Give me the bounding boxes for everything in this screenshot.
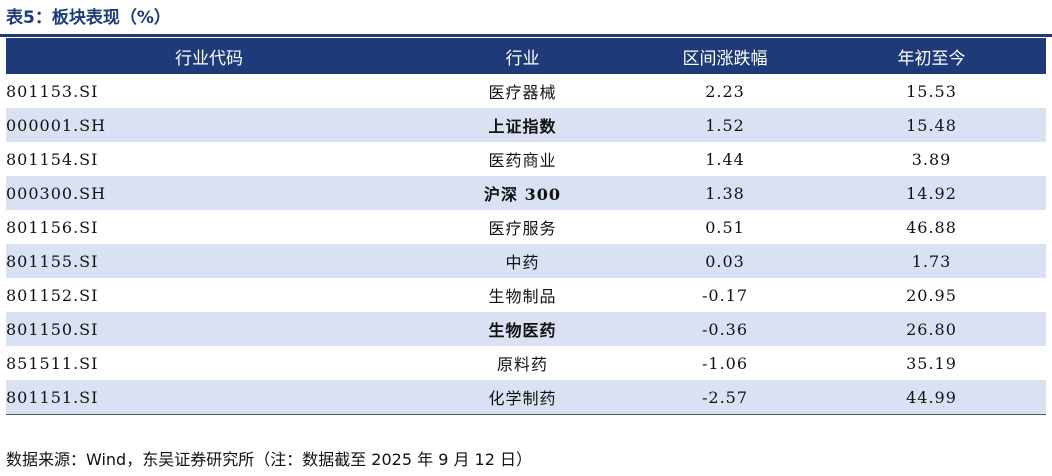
table-header-row: 行业代码 行业 区间涨跌幅 年初至今 [6, 38, 1046, 74]
cell-industry: 医药商业 [488, 151, 557, 170]
cell-code: 000001.SH [6, 108, 412, 142]
cell-code: 801156.SI [6, 217, 99, 237]
cell-period-change: 1.44 [705, 149, 745, 169]
sector-performance-table: 行业代码 行业 区间涨跌幅 年初至今 801153.SI 医疗器械 2.23 1… [6, 38, 1046, 415]
cell-code: 000300.SH [6, 176, 412, 210]
table-row: 801154.SI 医药商业 1.44 3.89 [6, 142, 1046, 176]
table-title: 表5：板块表现（%） [6, 8, 171, 28]
cell-period-change: 0.51 [705, 217, 745, 237]
header-code: 行业代码 [6, 38, 412, 74]
table-row: 801150.SI 生物医药 -0.36 26.80 [6, 312, 1046, 346]
table-row: 801151.SI 化学制药 -2.57 44.99 [6, 380, 1046, 415]
cell-ytd: 1.73 [817, 244, 1046, 278]
header-period-change: 区间涨跌幅 [633, 38, 817, 74]
cell-period-change: 0.03 [633, 244, 817, 278]
table-row: 000001.SH 上证指数 1.52 15.48 [6, 108, 1046, 142]
cell-industry: 沪深 300 [412, 176, 633, 210]
cell-code: 801153.SI [6, 81, 99, 101]
cell-ytd: 14.92 [817, 176, 1046, 210]
cell-code: 851511.SI [6, 353, 99, 373]
table-row: 801153.SI 医疗器械 2.23 15.53 [6, 74, 1046, 108]
cell-ytd: 3.89 [911, 149, 952, 169]
cell-period-change: 2.23 [705, 81, 745, 101]
cell-period-change: -1.06 [701, 353, 749, 373]
cell-ytd: 20.95 [906, 285, 957, 305]
cell-industry: 中药 [412, 244, 633, 278]
cell-industry: 生物医药 [412, 312, 633, 346]
cell-industry: 医疗器械 [488, 83, 557, 102]
cell-industry: 化学制药 [412, 380, 633, 415]
cell-ytd: 46.88 [906, 217, 957, 237]
header-ytd: 年初至今 [817, 38, 1046, 74]
cell-period-change: -2.57 [633, 380, 817, 415]
table-row: 801156.SI 医疗服务 0.51 46.88 [6, 210, 1046, 244]
header-industry: 行业 [412, 38, 633, 74]
table-row: 801155.SI 中药 0.03 1.73 [6, 244, 1046, 278]
cell-ytd: 15.48 [817, 108, 1046, 142]
cell-ytd: 15.53 [906, 81, 957, 101]
cell-ytd: 26.80 [817, 312, 1046, 346]
cell-industry: 上证指数 [412, 108, 633, 142]
title-rule [0, 34, 1052, 37]
cell-period-change: -0.17 [701, 285, 749, 305]
cell-period-change: 1.38 [633, 176, 817, 210]
cell-code: 801151.SI [6, 380, 412, 415]
cell-ytd: 35.19 [906, 353, 957, 373]
cell-industry: 医疗服务 [488, 219, 557, 238]
table-row: 851511.SI 原料药 -1.06 35.19 [6, 346, 1046, 380]
cell-ytd: 44.99 [817, 380, 1046, 415]
cell-period-change: 1.52 [633, 108, 817, 142]
cell-code: 801154.SI [6, 149, 99, 169]
cell-period-change: -0.36 [633, 312, 817, 346]
cell-industry: 生物制品 [488, 287, 557, 306]
cell-code: 801152.SI [6, 285, 99, 305]
table-row: 801152.SI 生物制品 -0.17 20.95 [6, 278, 1046, 312]
cell-industry: 原料药 [496, 355, 548, 374]
cell-code: 801150.SI [6, 312, 412, 346]
table-row: 000300.SH 沪深 300 1.38 14.92 [6, 176, 1046, 210]
cell-code: 801155.SI [6, 244, 412, 278]
data-source-note: 数据来源：Wind，东吴证券研究所（注：数据截至 2025 年 9 月 12 日… [6, 450, 532, 469]
